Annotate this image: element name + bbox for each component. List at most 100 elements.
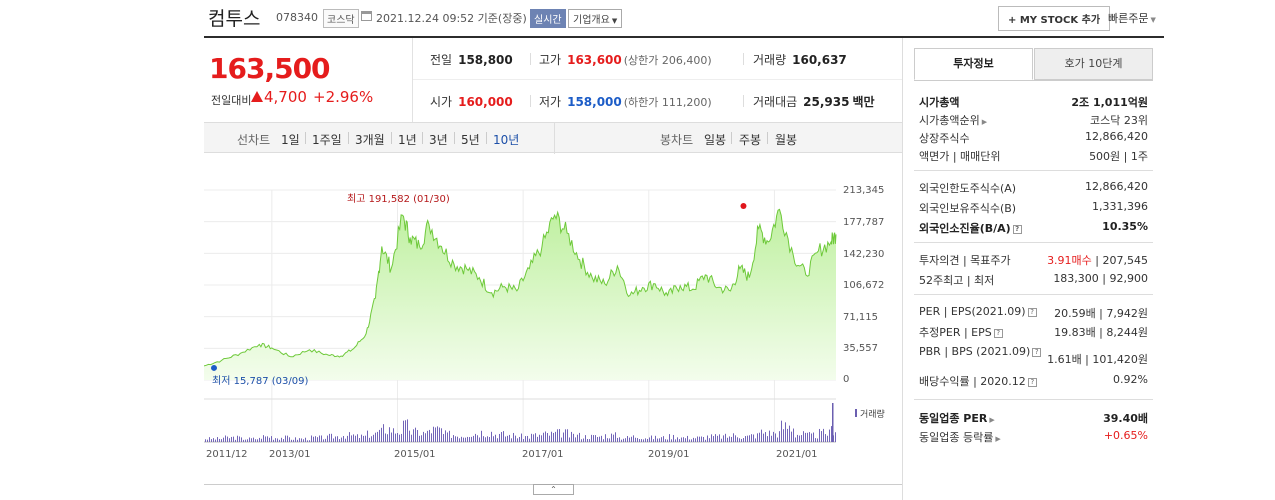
volume-bar [395,433,396,442]
divider [743,95,744,107]
volume-bar [767,436,768,442]
period-1d[interactable]: 1일 [281,133,300,147]
volume-bar [569,437,570,442]
volume-bar [727,437,728,442]
volume-bar [593,435,594,442]
volume-bar [541,435,542,442]
volume-bar [467,436,468,442]
volume-bar [675,439,676,442]
volume-bar [745,436,746,442]
lower-limit: (하한가 111,200) [623,96,712,109]
volume-bar [303,439,304,442]
volume-bar [815,438,816,442]
volume-bar [659,438,660,442]
candle-daily[interactable]: 일봉 [704,133,727,147]
volume-bar [391,432,392,442]
volume-bar [365,435,366,442]
quote-table: 전일 158,800 고가 163,600 (상한가 206,400) 거래량 160,… [412,38,903,122]
volume-bar [229,438,230,442]
y-tick-label: 0 [843,374,850,385]
info-value: 19.83배 | 8,244원 [1054,326,1148,339]
volume-bar [705,439,706,442]
candle-monthly[interactable]: 월봉 [775,133,798,147]
period-10y[interactable]: 10년 [493,133,520,147]
volume-bar [507,435,508,442]
info-key: 동일업종 등락률 ▶ [919,429,1001,445]
help-icon[interactable]: ? [1032,347,1042,357]
volume-bar [832,403,834,442]
help-icon[interactable]: ? [1027,307,1037,317]
amount-value: 25,935 [803,95,850,109]
volume-bar [709,438,710,442]
volume-bar [729,436,730,442]
period-3y[interactable]: 3년 [429,133,448,147]
info-key: 상장주식수 [919,132,970,145]
add-mystock-button[interactable]: + MY STOCK 추가 [998,6,1111,31]
info-row: 동일업종 PER ▶ 39.40배 [914,408,1153,426]
volume-bar [311,435,312,442]
volume-bar [483,436,484,442]
info-value: 12,866,420 [1085,130,1148,143]
period-3m[interactable]: 3개월 [355,133,385,147]
info-row: 시가총액 2조 1,011억원 [914,92,1153,110]
volume-bar [297,439,298,442]
volume-bar [275,438,276,442]
corp-overview-dropdown[interactable]: 기업개요 ▼ [568,9,623,28]
volume-bar [317,437,318,442]
period-1y[interactable]: 1년 [398,133,417,147]
period-1w[interactable]: 1주일 [312,133,342,147]
volume-bar [575,437,576,442]
volume-bar [597,437,598,442]
help-icon[interactable]: ? [1012,224,1022,234]
info-key: 시가총액 [919,96,960,109]
market-badge: 코스닥 [323,9,359,28]
volume-bar [689,439,690,442]
info-value: 10.35% [1102,220,1148,233]
price-chart[interactable]: 213,345 177,787 142,230 106,672 71,115 3… [204,153,902,488]
realtime-button[interactable]: 실시간 [530,9,566,28]
info-row: 상장주식수 12,866,420 [914,128,1153,146]
volume-bar [291,439,292,442]
period-5y[interactable]: 5년 [461,133,480,147]
volume-bar [263,435,264,442]
volume-bar [389,427,390,442]
volume-bar [369,437,370,442]
volume-bar [613,434,614,442]
volume-bar [749,435,750,442]
volume-bar [595,435,596,442]
tab-orderbook[interactable]: 호가 10단계 [1034,48,1153,80]
volume-bar [219,438,220,442]
volume-bar [639,439,640,442]
info-value: 1,331,396 [1092,200,1148,213]
volume-bar [241,437,242,442]
quote-row: 시가 160,000 저가 158,000 (하한가 111,200) 거래대금 25,… [413,80,903,122]
volume-bar [417,430,418,442]
volume-bar [609,438,610,442]
info-row: 외국인소진율(B/A)? 10.35% [914,218,1153,236]
y-tick-label: 213,345 [843,185,885,196]
y-tick-label: 142,230 [843,249,885,260]
volume-bar [651,435,652,442]
volume-bar [531,433,532,442]
candle-weekly[interactable]: 주봉 [739,133,762,147]
help-icon[interactable]: ? [1027,377,1037,387]
volume-bar [223,437,224,442]
volume-bar [591,434,592,442]
volume-bar [603,439,604,442]
volume-bar [619,437,620,442]
divider [767,132,768,144]
collapse-button[interactable]: ⌃ [533,484,574,495]
corp-overview-label: 기업개요 [573,15,610,26]
prev-close-value: 158,800 [458,53,513,67]
quick-order-button[interactable]: 빠른주문 ▼ [1108,10,1156,26]
volume-bar [371,436,372,442]
volume-bar [347,435,348,442]
volume-bar [427,430,428,442]
y-tick-label: 177,787 [843,217,885,228]
info-key: PBR | BPS (2021.09)? [919,345,1042,358]
help-icon[interactable]: ? [993,328,1003,338]
price-diff: 4,700 [264,88,307,106]
volume-bar [539,434,540,442]
info-key-label: 외국인소진율(B/A) [919,222,1011,235]
tab-invest-info[interactable]: 투자정보 [914,48,1033,80]
